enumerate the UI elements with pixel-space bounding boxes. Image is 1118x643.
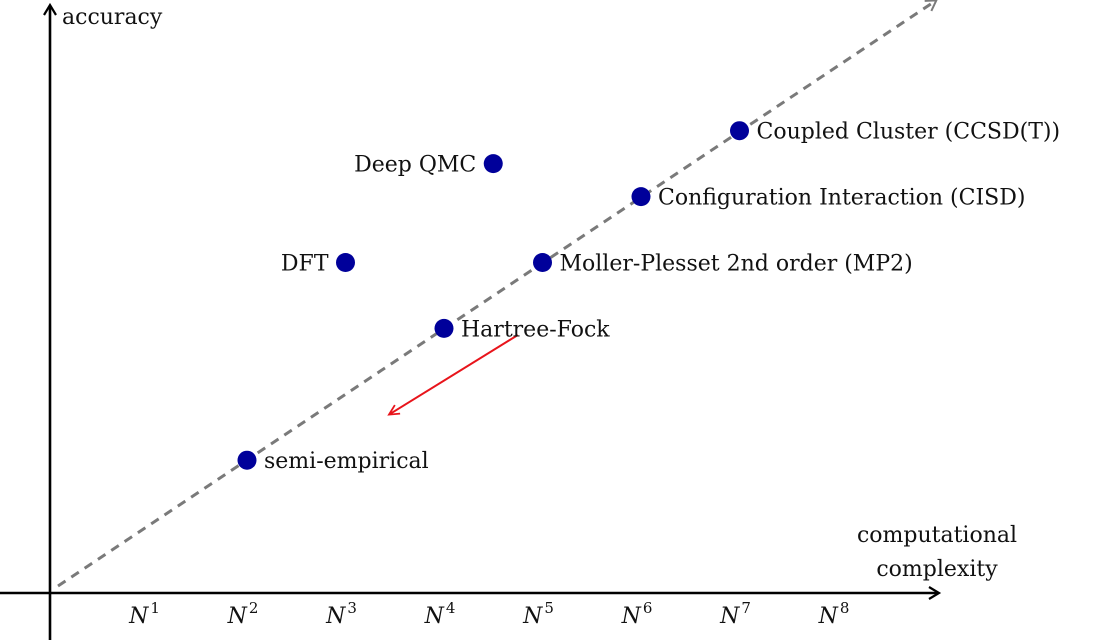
x-axis-title-line-1: computational [857,523,1017,548]
annotation-arrow-layer [387,334,519,416]
trend-line [57,0,938,588]
data-point [483,154,503,174]
data-point-label: Hartree-Fock [461,317,610,342]
data-point-label: DFT [281,252,329,277]
data-point-label: Deep QMC [354,153,476,178]
data-point [237,450,257,470]
data-point [434,318,454,338]
data-point-label: Moller-Plesset 2nd order (MP2) [560,252,913,277]
data-point [631,187,651,207]
annotation-arrow [387,334,519,416]
data-point [336,253,355,272]
data-point [730,121,749,141]
y-axis-title: accuracy [62,5,163,30]
data-points: semi-empirical Hartree-Fock Moller-Plesset… [237,120,1061,474]
data-point-label: Configuration Interaction (CISD) [658,186,1025,211]
trend-line-layer [57,0,938,588]
data-point-label: Coupled Cluster (CCSD(T)) [757,120,1061,145]
x-axis-title-line-2: complexity [876,557,998,582]
data-point-label: semi-empirical [264,449,429,474]
data-point [533,253,552,272]
